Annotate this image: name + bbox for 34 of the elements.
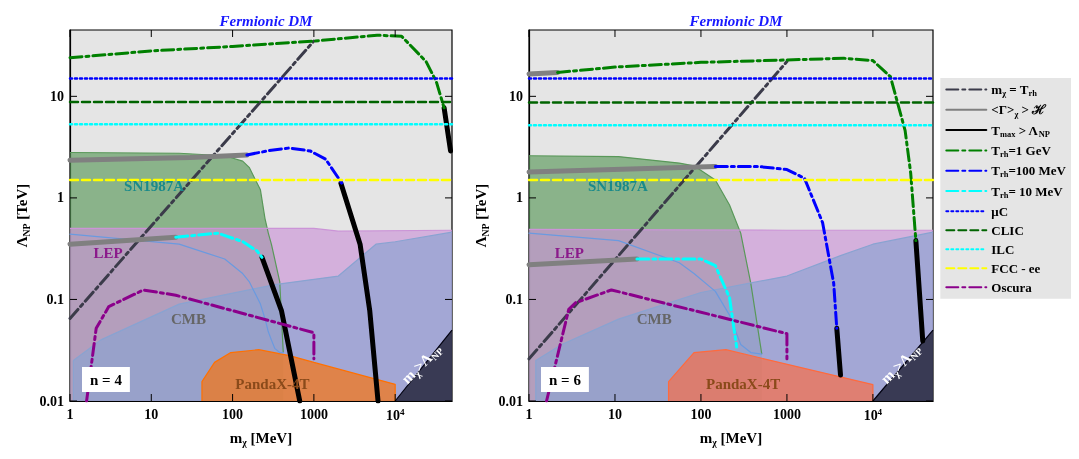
annotation: CMB [636,311,672,328]
annotation: CMB [170,311,206,328]
legend-label: FCC - ee [991,260,1041,276]
annotation: n = 6 [549,371,582,388]
x-tick-label: 100 [222,406,244,422]
annotation: mχ>ΛNP [398,345,446,387]
y-tick-label: 1 [57,190,64,206]
y-tick-label: 10 [509,88,523,104]
annotation: LEP [93,244,123,261]
x-tick-label: 10 [144,406,159,422]
x-tick-label: 100 [690,406,712,422]
annotation: mχ>ΛNP [877,345,925,387]
legend-label: μC [991,203,1009,219]
annotation: n = 4 [90,371,123,388]
y-tick-label: 0.1 [46,291,64,307]
y-tick-label: 10 [50,88,64,104]
chart-title: Fermionic DM [688,12,784,29]
y-tick-label: 0.01 [39,393,64,409]
annotation: SN1987A [587,177,649,194]
x-tick-label: 1 [525,406,533,422]
annotation: LEP [554,244,584,261]
chart-title: Fermionic DM [218,12,314,29]
x-tick-label: 1000 [772,406,801,422]
x-tick-label: 1 [66,406,74,422]
y-tick-label: 0.1 [505,291,523,307]
annotation: PandaX-4T [706,376,781,393]
x-tick-label: 1000 [299,406,328,422]
y-tick-label: 1 [516,190,523,206]
y-tick-label: 0.01 [498,393,523,409]
legend-label: ILC [991,241,1015,257]
legend-label: CLIC [991,222,1024,238]
legend-label: Oscura [991,279,1033,295]
x-tick-label: 10 [607,406,622,422]
annotation: SN1987A [124,177,185,194]
